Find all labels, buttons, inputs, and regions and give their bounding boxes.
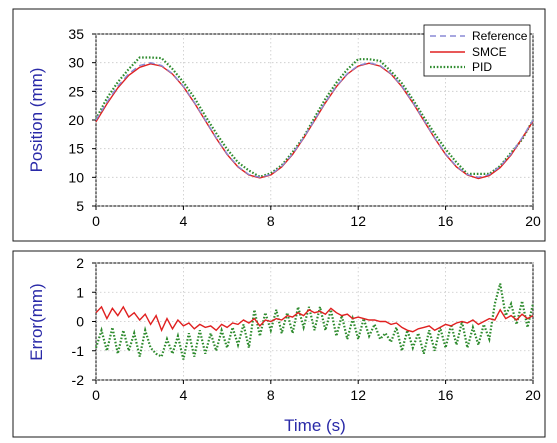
bottom-x-axis-label: Time (s) bbox=[284, 416, 346, 435]
bottom-series-smce-line bbox=[95, 305, 534, 333]
x-tick-label: 8 bbox=[267, 387, 275, 403]
legend: Reference SMCE PID bbox=[423, 24, 531, 77]
x-tick-label: 20 bbox=[525, 213, 541, 229]
bottom-series-pid-line bbox=[94, 283, 535, 360]
bottom-plot-area bbox=[95, 262, 534, 381]
bottom-series-group bbox=[94, 283, 535, 360]
y-tick-label: 1 bbox=[76, 284, 84, 300]
x-tick-label: 12 bbox=[350, 387, 366, 403]
x-tick-label: 8 bbox=[267, 213, 275, 229]
y-tick-label: -2 bbox=[72, 372, 85, 388]
y-tick-label: 15 bbox=[68, 141, 84, 157]
legend-label-smce: SMCE bbox=[472, 45, 507, 59]
y-tick-label: 2 bbox=[76, 255, 84, 271]
legend-label-reference: Reference bbox=[472, 29, 528, 43]
top-tick-labels: 0 4 8 12 16 20 5 10 15 20 25 30 35 bbox=[68, 26, 541, 229]
x-tick-label: 0 bbox=[92, 387, 100, 403]
y-tick-label: 20 bbox=[68, 112, 84, 128]
legend-label-pid: PID bbox=[472, 60, 492, 74]
y-tick-label: 0 bbox=[76, 314, 84, 330]
x-tick-label: 4 bbox=[180, 387, 188, 403]
y-tick-label: 10 bbox=[68, 169, 84, 185]
y-tick-label: 35 bbox=[68, 26, 84, 42]
y-tick-label: 5 bbox=[76, 198, 84, 214]
bottom-y-axis-label: Error(mm) bbox=[27, 283, 46, 360]
top-series-group bbox=[95, 56, 534, 180]
x-tick-label: 12 bbox=[350, 213, 366, 229]
x-tick-label: 16 bbox=[438, 213, 454, 229]
x-tick-label: 20 bbox=[525, 387, 541, 403]
x-tick-label: 16 bbox=[438, 387, 454, 403]
y-tick-label: 30 bbox=[68, 55, 84, 71]
top-y-axis-label: Position (mm) bbox=[27, 68, 46, 173]
top-series-pid-line bbox=[95, 56, 534, 178]
x-tick-label: 4 bbox=[180, 213, 188, 229]
top-series-reference-line bbox=[95, 61, 534, 179]
x-tick-label: 0 bbox=[92, 213, 100, 229]
y-tick-label: -1 bbox=[72, 343, 85, 359]
y-tick-label: 25 bbox=[68, 83, 84, 99]
